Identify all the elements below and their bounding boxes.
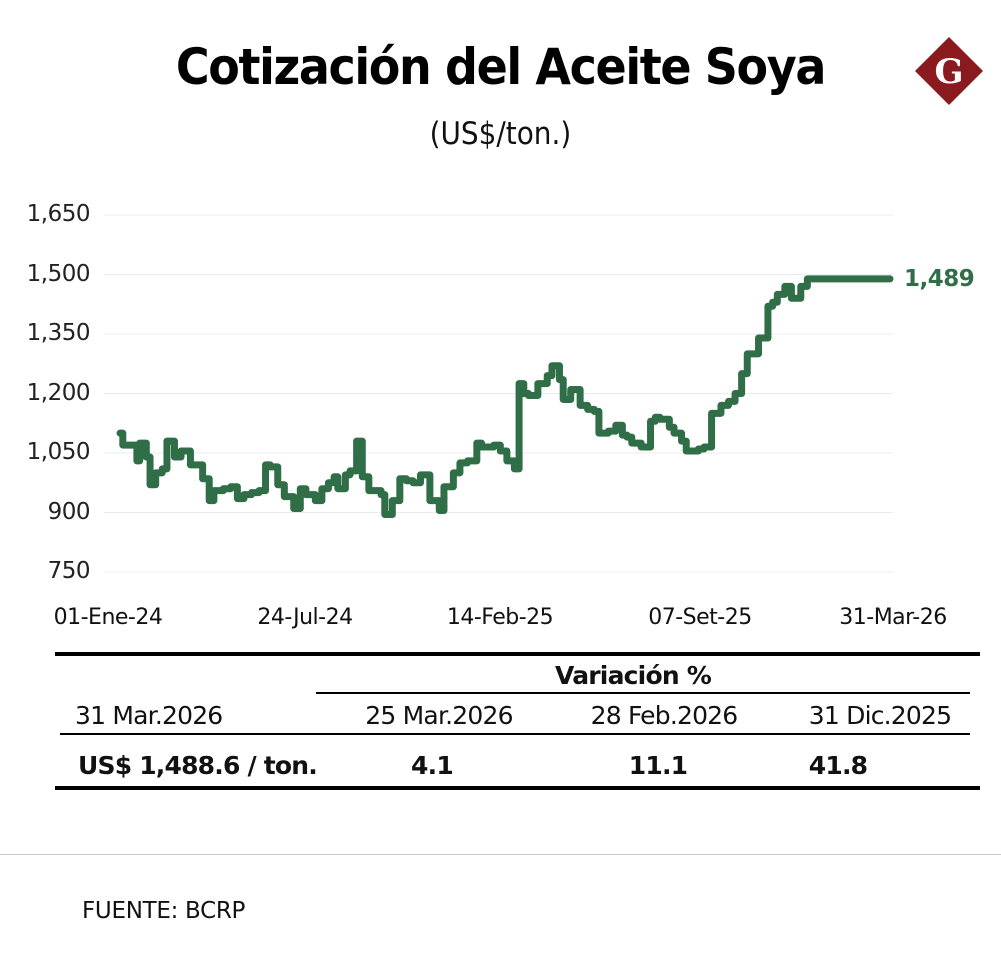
header-row-rule (60, 733, 970, 735)
compare-date-2: 28 Feb.2026 (590, 701, 739, 730)
y-tick-label: 1,350 (26, 320, 91, 346)
y-tick-label: 900 (47, 498, 91, 525)
x-tick-label: 31-Mar-26 (839, 605, 947, 630)
variation-value-1: 4.1 (411, 751, 454, 780)
current-date-header: 31 Mar.2026 (75, 701, 223, 730)
table-top-rule (55, 652, 980, 656)
y-tick-label: 1,650 (26, 201, 91, 227)
x-tick-label: 14-Feb-25 (446, 605, 554, 630)
source-note: FUENTE: BCRP (82, 898, 246, 924)
y-tick-label: 1,500 (26, 260, 91, 287)
page-subtitle: (US$/ton.) (429, 116, 572, 152)
x-tick-label: 07-Set-25 (648, 605, 752, 630)
page-title: Cotización del Aceite Soya (175, 38, 827, 96)
variation-value-2: 11.1 (628, 751, 688, 780)
y-tick-label: 750 (47, 558, 91, 584)
compare-date-1: 25 Mar.2026 (365, 701, 513, 730)
variation-header: Variación % (555, 661, 712, 690)
variation-underline (316, 692, 970, 694)
logo-letter: G (934, 52, 963, 92)
current-value: US$ 1,488.6 / ton. (78, 751, 318, 780)
end-value-label: 1,489 (904, 266, 975, 292)
x-tick-label: 24-Jul-24 (257, 605, 353, 630)
footer-divider (0, 854, 1001, 855)
x-tick-label: 01-Ene-24 (53, 605, 163, 630)
line-chart (104, 214, 894, 573)
y-tick-label: 1,050 (26, 439, 91, 465)
compare-date-3: 31 Dic.2025 (808, 701, 952, 730)
y-tick-label: 1,200 (26, 379, 91, 406)
table-bottom-rule (55, 786, 980, 790)
price-line (116, 275, 894, 518)
brand-logo-icon: G (915, 37, 983, 105)
variation-value-3: 41.8 (808, 751, 868, 780)
